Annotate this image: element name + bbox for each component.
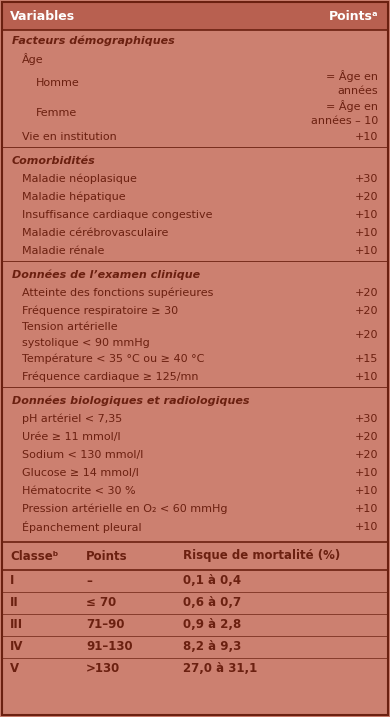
Text: +10: +10 (355, 210, 378, 220)
Text: Homme: Homme (36, 78, 80, 88)
Text: +10: +10 (355, 522, 378, 532)
Text: Pression artérielle en O₂ < 60 mmHg: Pression artérielle en O₂ < 60 mmHg (22, 504, 227, 514)
Text: +10: +10 (355, 468, 378, 478)
Text: V: V (10, 663, 19, 675)
Text: IV: IV (10, 640, 23, 653)
Text: +20: +20 (355, 432, 378, 442)
Text: 0,1 à 0,4: 0,1 à 0,4 (183, 574, 241, 587)
Text: II: II (10, 597, 19, 609)
Text: Pointsᵃ: Pointsᵃ (328, 9, 378, 22)
Text: Données biologiques et radiologiques: Données biologiques et radiologiques (12, 396, 250, 407)
Text: ≤ 70: ≤ 70 (86, 597, 116, 609)
Text: +20: +20 (355, 330, 378, 340)
Text: Âge: Âge (22, 53, 44, 65)
Bar (2, 542, 388, 715)
Text: Facteurs démographiques: Facteurs démographiques (12, 36, 175, 47)
Text: +10: +10 (355, 504, 378, 514)
Text: Femme: Femme (36, 108, 77, 118)
Text: +20: +20 (355, 450, 378, 460)
Text: Fréquence cardiaque ≥ 125/mn: Fréquence cardiaque ≥ 125/mn (22, 371, 199, 382)
Text: 91–130: 91–130 (86, 640, 133, 653)
Text: Urée ≥ 11 mmol/l: Urée ≥ 11 mmol/l (22, 432, 121, 442)
Text: >130: >130 (86, 663, 120, 675)
Text: Épanchement pleural: Épanchement pleural (22, 521, 142, 533)
Text: Vie en institution: Vie en institution (22, 132, 117, 142)
Text: Glucose ≥ 14 mmol/l: Glucose ≥ 14 mmol/l (22, 468, 139, 478)
Text: +20: +20 (355, 288, 378, 298)
Text: Fréquence respiratoire ≥ 30: Fréquence respiratoire ≥ 30 (22, 305, 178, 316)
Text: Maladie rénale: Maladie rénale (22, 246, 105, 256)
Text: Maladie cérébrovasculaire: Maladie cérébrovasculaire (22, 228, 168, 238)
Text: = Âge en: = Âge en (326, 100, 378, 112)
Text: années: années (337, 85, 378, 95)
Text: Insuffisance cardiaque congestive: Insuffisance cardiaque congestive (22, 210, 213, 220)
Text: Comorbidités: Comorbidités (12, 156, 96, 166)
Text: +15: +15 (355, 354, 378, 364)
Text: 0,9 à 2,8: 0,9 à 2,8 (183, 619, 241, 632)
Text: I: I (10, 574, 14, 587)
Text: Tension artérielle: Tension artérielle (22, 323, 118, 333)
Text: 8,2 à 9,3: 8,2 à 9,3 (183, 640, 241, 653)
Text: Points: Points (86, 549, 128, 563)
Text: +30: +30 (355, 414, 378, 424)
Text: Classeᵇ: Classeᵇ (10, 549, 58, 563)
Text: Données de l’examen clinique: Données de l’examen clinique (12, 270, 200, 280)
Text: pH artériel < 7,35: pH artériel < 7,35 (22, 414, 122, 424)
Text: Hématocrite < 30 %: Hématocrite < 30 % (22, 486, 136, 496)
Text: 71–90: 71–90 (86, 619, 124, 632)
Text: Maladie hépatique: Maladie hépatique (22, 191, 126, 202)
Text: Maladie néoplasique: Maladie néoplasique (22, 174, 137, 184)
Text: = Âge en: = Âge en (326, 70, 378, 82)
Text: 27,0 à 31,1: 27,0 à 31,1 (183, 663, 257, 675)
Bar (2, 2, 388, 30)
Text: +20: +20 (355, 306, 378, 316)
Text: Température < 35 °C ou ≥ 40 °C: Température < 35 °C ou ≥ 40 °C (22, 353, 204, 364)
Text: Sodium < 130 mmol/l: Sodium < 130 mmol/l (22, 450, 144, 460)
Text: +10: +10 (355, 228, 378, 238)
Text: +10: +10 (355, 486, 378, 496)
Text: +10: +10 (355, 246, 378, 256)
Text: –: – (86, 574, 92, 587)
Text: 0,6 à 0,7: 0,6 à 0,7 (183, 597, 241, 609)
Text: III: III (10, 619, 23, 632)
Text: systolique < 90 mmHg: systolique < 90 mmHg (22, 338, 150, 348)
Text: Atteinte des fonctions supérieures: Atteinte des fonctions supérieures (22, 288, 213, 298)
Text: Variables: Variables (10, 9, 75, 22)
Text: +10: +10 (355, 132, 378, 142)
Text: +10: +10 (355, 372, 378, 382)
Text: années – 10: années – 10 (311, 115, 378, 125)
Text: Risque de mortalité (%): Risque de mortalité (%) (183, 549, 340, 563)
Text: +30: +30 (355, 174, 378, 184)
Text: +20: +20 (355, 192, 378, 202)
